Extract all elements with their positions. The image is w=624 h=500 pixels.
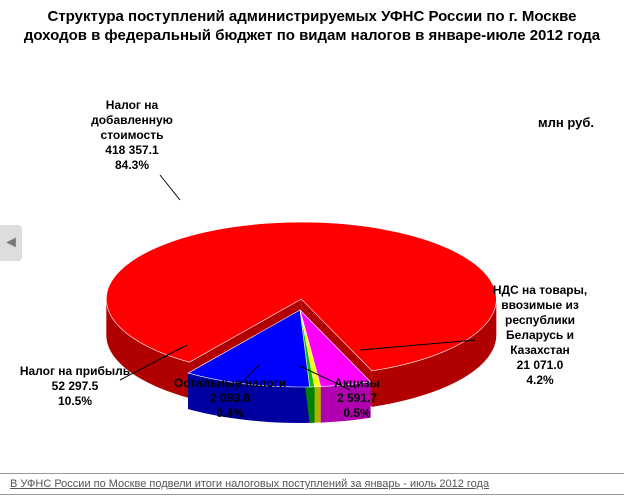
label-other: Остальные налоги 2 093.8 0.4% [160,376,300,421]
label-excise: Акцизы 2 591.7 0.5% [312,376,402,421]
label-import-vat: НДС на товары, ввозимые из республики Бе… [475,283,605,388]
source-caption[interactable]: В УФНС России по Москве подвели итоги на… [0,473,624,495]
label-profit: Налог на прибыль 52 297.5 10.5% [5,364,145,409]
pie-chart: Налог на добавленную стоимость 418 357.1… [0,80,624,440]
chart-title: Структура поступлений администрируемых У… [0,0,624,50]
label-vat: Налог на добавленную стоимость 418 357.1… [72,98,192,173]
